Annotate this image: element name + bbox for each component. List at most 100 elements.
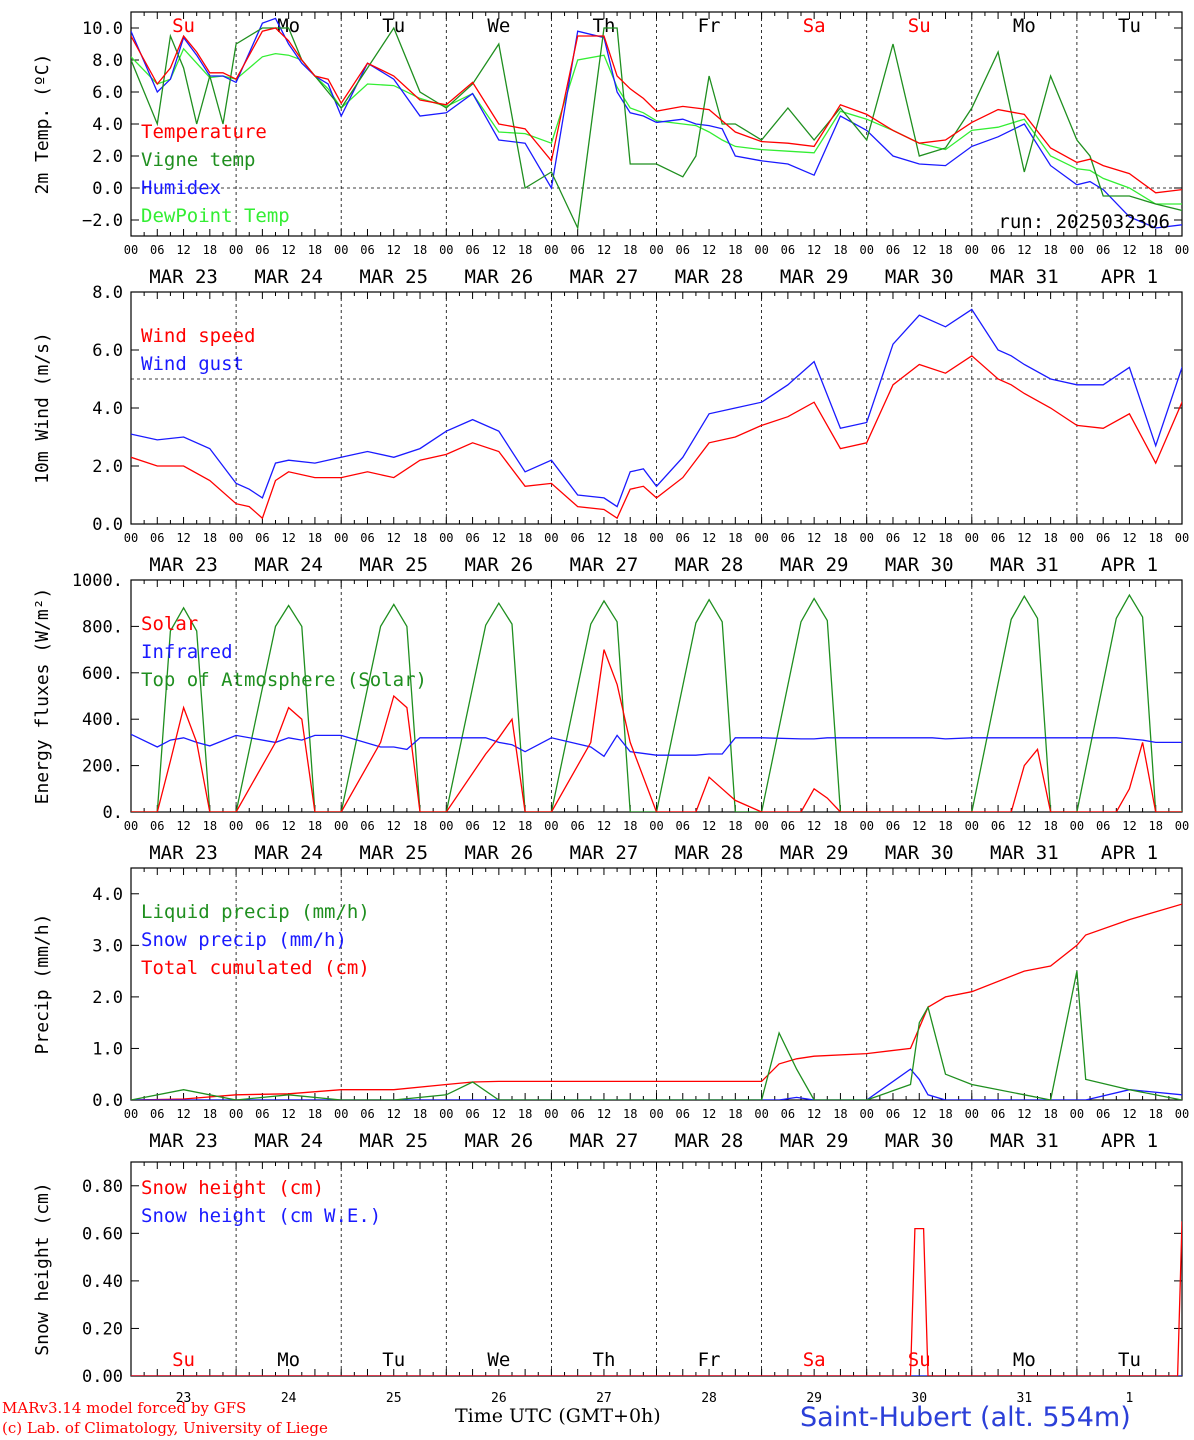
hour-tick-label: 18 (728, 1107, 742, 1121)
hour-tick-label: 06 (570, 243, 584, 257)
y-tick-label: 6.0 (92, 83, 123, 103)
station-name: Saint-Hubert (alt. 554m) (800, 1402, 1131, 1433)
hour-tick-label: 12 (597, 531, 611, 545)
date-label: MAR 29 (780, 554, 849, 576)
hour-tick-label: 00 (229, 819, 243, 833)
y-tick-label: 2.0 (92, 988, 123, 1008)
hour-tick-label: 06 (360, 531, 374, 545)
weekday-label: We (487, 15, 510, 37)
hour-tick-label: 06 (991, 819, 1005, 833)
date-label: MAR 27 (570, 842, 639, 864)
date-label: MAR 31 (990, 842, 1059, 864)
hour-tick-label: 00 (1175, 243, 1189, 257)
hour-tick-label: 06 (1096, 243, 1110, 257)
hour-tick-label: 18 (728, 531, 742, 545)
date-label: APR 1 (1101, 842, 1158, 864)
hour-tick-label: 06 (465, 531, 479, 545)
y-tick-label: 0.0 (92, 179, 123, 199)
hour-tick-label: 06 (886, 243, 900, 257)
y-tick-label: 200. (82, 757, 123, 777)
hour-tick-label: 00 (1175, 819, 1189, 833)
hour-tick-label: 18 (1043, 1107, 1057, 1121)
series-line-solar (131, 649, 1182, 812)
hour-tick-label: 00 (544, 819, 558, 833)
hour-tick-label: 06 (676, 1107, 690, 1121)
hour-tick-label: 06 (255, 819, 269, 833)
hour-tick-label: 06 (886, 819, 900, 833)
hour-tick-label: 06 (676, 531, 690, 545)
hour-tick-label: 12 (702, 243, 716, 257)
legend-entry: Snow precip (mm/h) (141, 929, 347, 951)
weekday-label: Sa (803, 1349, 826, 1371)
y-tick-label: 400. (82, 710, 123, 730)
hour-tick-label: 18 (833, 819, 847, 833)
hour-tick-label: 06 (1096, 1107, 1110, 1121)
hour-tick-label: 18 (203, 1107, 217, 1121)
date-label: MAR 24 (254, 842, 323, 864)
hour-tick-label: 12 (176, 1107, 190, 1121)
legend-entry: Vigne temp (141, 149, 255, 171)
hour-tick-label: 12 (1122, 1107, 1136, 1121)
hour-tick-label: 06 (255, 531, 269, 545)
y-tick-label: 2.0 (92, 457, 123, 477)
hour-tick-label: 18 (938, 243, 952, 257)
hour-tick-label: 12 (702, 1107, 716, 1121)
hour-tick-label: 18 (1043, 819, 1057, 833)
date-label: MAR 29 (780, 842, 849, 864)
day-number-label: 31 (1017, 1391, 1033, 1406)
hour-tick-label: 00 (754, 531, 768, 545)
hour-tick-label: 18 (413, 243, 427, 257)
hour-tick-label: 00 (229, 531, 243, 545)
legend-entry: Top of Atmosphere (Solar) (141, 669, 427, 691)
hour-tick-label: 06 (991, 243, 1005, 257)
legend-entry: Liquid precip (mm/h) (141, 901, 370, 923)
hour-tick-label: 18 (1043, 243, 1057, 257)
hour-tick-label: 18 (938, 819, 952, 833)
date-label: MAR 30 (885, 1130, 954, 1152)
weekday-label: Mo (1013, 15, 1036, 37)
hour-tick-label: 18 (203, 531, 217, 545)
date-label: MAR 27 (570, 1130, 639, 1152)
hour-tick-label: 12 (912, 531, 926, 545)
date-label: MAR 29 (780, 266, 849, 288)
y-axis-label: Precip (mm/h) (32, 914, 53, 1055)
y-tick-label: 4.0 (92, 115, 123, 135)
hour-tick-label: 18 (203, 243, 217, 257)
hour-tick-label: 06 (886, 531, 900, 545)
weekday-label: Mo (277, 1349, 300, 1371)
series-line-humidex (131, 17, 1182, 229)
hour-tick-label: 12 (702, 531, 716, 545)
date-label: MAR 25 (359, 1130, 428, 1152)
date-label: MAR 28 (675, 842, 744, 864)
hour-tick-label: 12 (597, 819, 611, 833)
date-label: APR 1 (1101, 554, 1158, 576)
hour-tick-label: 18 (623, 1107, 637, 1121)
hour-tick-label: 00 (1175, 531, 1189, 545)
hour-tick-label: 18 (413, 819, 427, 833)
hour-tick-label: 12 (281, 531, 295, 545)
hour-tick-label: 00 (544, 243, 558, 257)
hour-tick-label: 12 (807, 531, 821, 545)
hour-tick-label: 12 (597, 1107, 611, 1121)
hour-tick-label: 12 (912, 243, 926, 257)
day-number-label: 25 (386, 1391, 402, 1406)
hour-tick-label: 00 (1070, 819, 1084, 833)
y-axis-label: Snow height (cm) (32, 1182, 53, 1355)
hour-tick-label: 00 (965, 243, 979, 257)
legend-entry: Total cumulated (cm) (141, 957, 370, 979)
series-line-wind-speed (131, 354, 1182, 520)
hour-tick-label: 06 (570, 531, 584, 545)
hour-tick-label: 00 (649, 819, 663, 833)
hour-tick-label: 18 (623, 819, 637, 833)
hour-tick-label: 00 (965, 819, 979, 833)
date-label: APR 1 (1101, 1130, 1158, 1152)
hour-tick-label: 18 (308, 1107, 322, 1121)
weekday-label: Su (172, 1349, 195, 1371)
weekday-label: Tu (382, 1349, 405, 1371)
hour-tick-label: 00 (334, 819, 348, 833)
date-label: MAR 23 (149, 266, 218, 288)
hour-tick-label: 00 (754, 819, 768, 833)
day-number-label: 26 (491, 1391, 507, 1406)
date-label: MAR 25 (359, 842, 428, 864)
date-label: MAR 31 (990, 266, 1059, 288)
